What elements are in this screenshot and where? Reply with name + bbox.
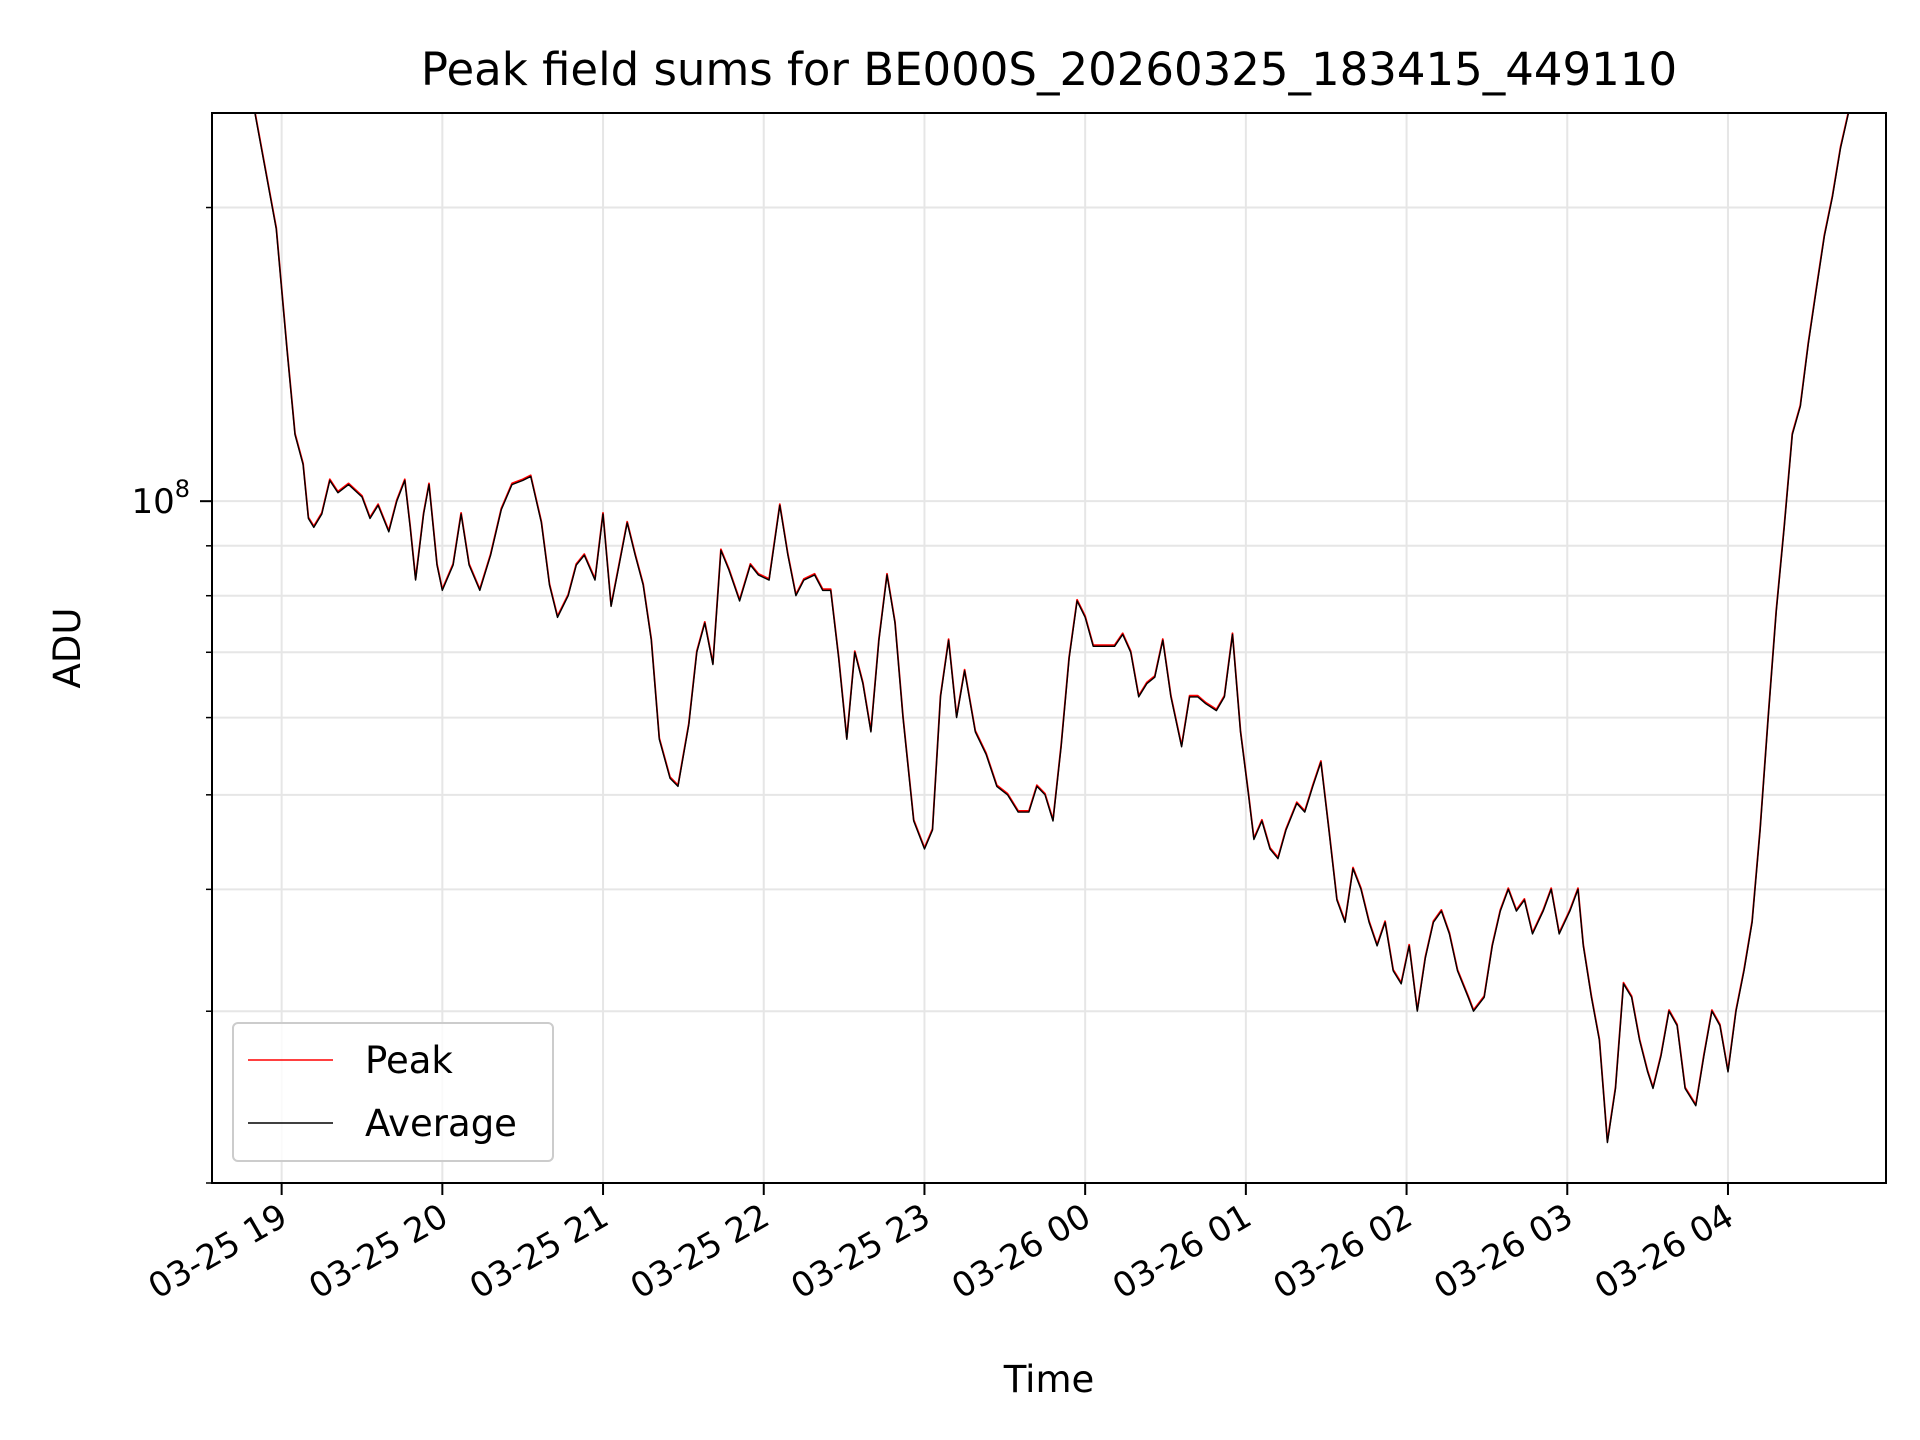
- y-axis-label: ADU: [46, 608, 89, 689]
- y-tick-label-base: 10: [131, 482, 174, 522]
- legend-label-average: Average: [365, 1102, 517, 1145]
- x-axis-label: Time: [1003, 1358, 1095, 1401]
- y-tick-label: 108: [131, 475, 190, 522]
- series-layer: [212, 113, 1886, 1144]
- plot-frame: [211, 112, 1887, 1184]
- y-tick-label-exponent: 8: [175, 475, 190, 503]
- series-line-average: [212, 113, 1886, 1144]
- legend-box: [232, 1022, 554, 1162]
- chart-title: Peak field sums for BE000S_20260325_1834…: [421, 43, 1677, 96]
- legend: Peak Average: [232, 1022, 554, 1162]
- legend-label-peak: Peak: [365, 1039, 453, 1082]
